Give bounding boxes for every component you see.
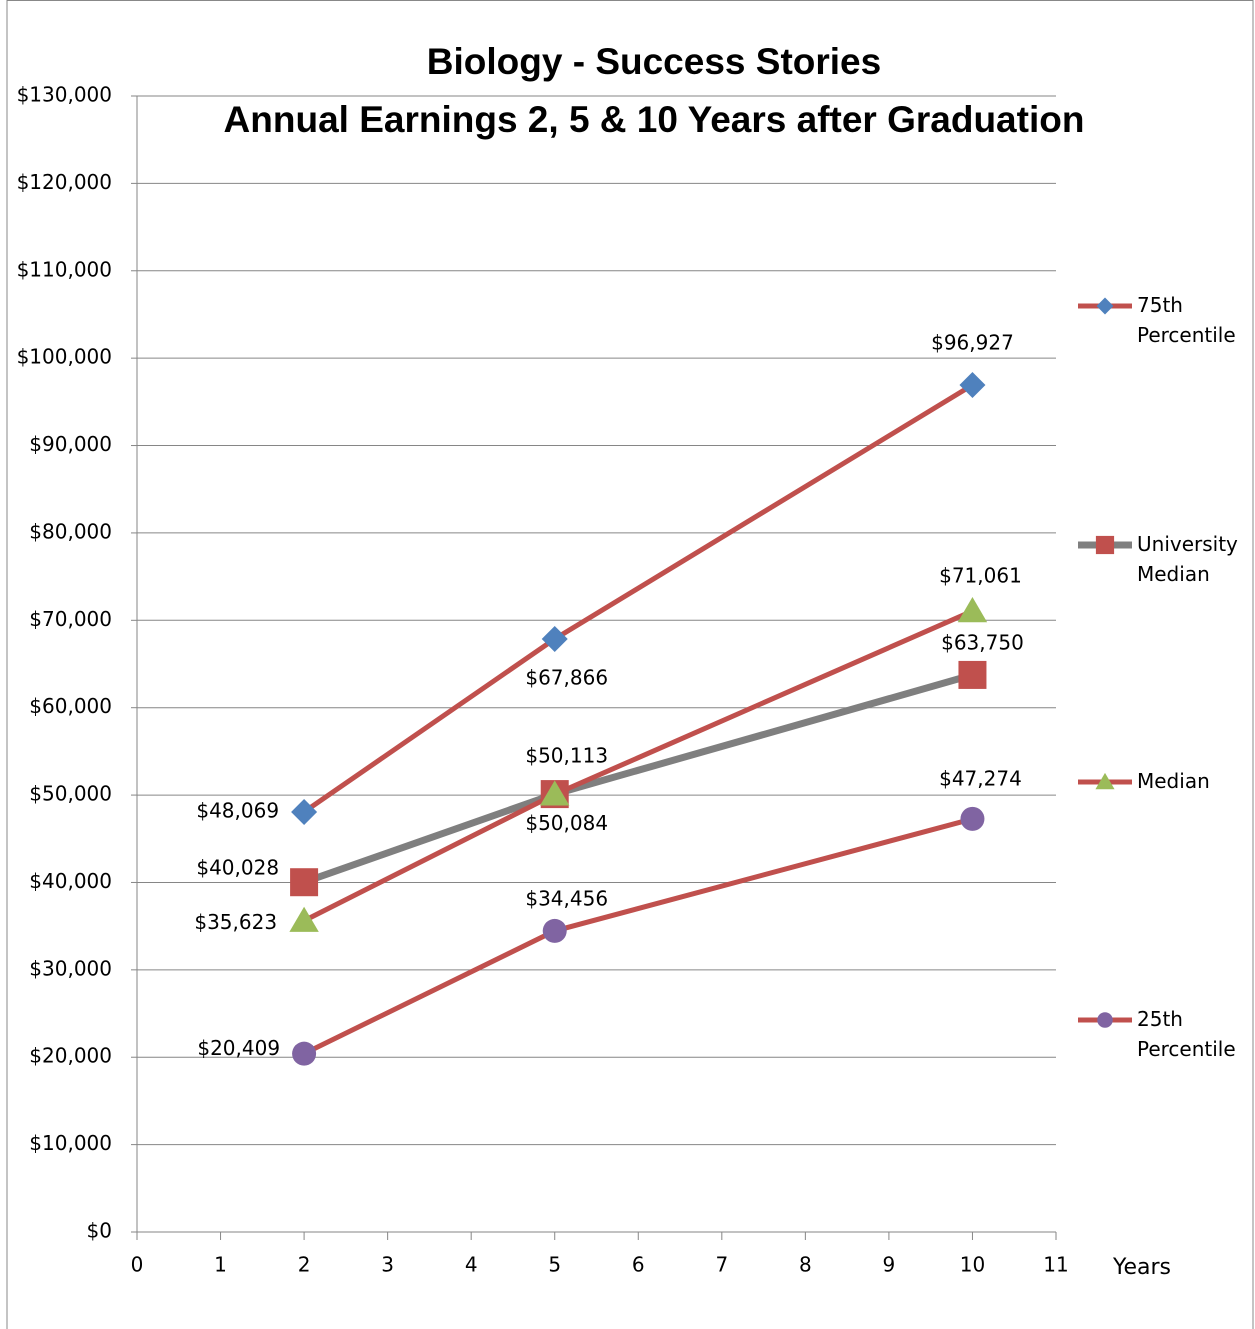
data-label: $48,069 (196, 798, 279, 822)
legend-label: 75th Percentile (1137, 293, 1236, 347)
y-tick-label: $10,000 (29, 1131, 112, 1155)
data-label: $50,113 (525, 744, 608, 768)
data-label: $67,866 (525, 665, 608, 689)
legend-label: 25th Percentile (1137, 1007, 1236, 1061)
x-tick-label: 10 (960, 1253, 985, 1277)
x-tick-label: 7 (715, 1253, 728, 1277)
x-tick-label: 9 (883, 1253, 896, 1277)
y-tick-label: $90,000 (29, 432, 112, 456)
marker (292, 1041, 317, 1066)
x-tick-label: 11 (1043, 1253, 1068, 1277)
legend-label: University Median (1137, 532, 1244, 586)
marker (1097, 1012, 1113, 1028)
legend-label: Median (1137, 769, 1210, 793)
marker (540, 780, 570, 806)
chart-title: Biology - Success Stories (427, 41, 881, 82)
y-tick-label: $50,000 (29, 782, 112, 806)
y-tick-label: $120,000 (17, 170, 112, 194)
marker (959, 372, 986, 399)
y-tick-label: $40,000 (29, 869, 112, 893)
y-tick-label: $30,000 (29, 956, 112, 980)
data-label: $20,409 (197, 1036, 280, 1060)
data-label: $96,927 (931, 331, 1014, 355)
x-tick-label: 4 (465, 1253, 478, 1277)
x-tick-label: 1 (214, 1253, 227, 1277)
x-tick-label: 2 (298, 1253, 311, 1277)
data-label: $71,061 (939, 564, 1022, 588)
marker (1095, 772, 1115, 790)
y-tick-label: $110,000 (17, 257, 112, 281)
x-tick-label: 5 (548, 1253, 561, 1277)
data-label: $47,274 (939, 766, 1022, 790)
marker (1096, 297, 1114, 315)
data-label: $35,623 (194, 910, 277, 934)
chart-border (6, 0, 1254, 1329)
data-label: $40,028 (196, 856, 279, 880)
marker (291, 798, 318, 825)
data-label: $63,750 (941, 630, 1024, 654)
x-tick-label: 8 (799, 1253, 812, 1277)
y-tick-label: $70,000 (29, 607, 112, 631)
marker (960, 806, 985, 831)
x-tick-label: 3 (381, 1253, 394, 1277)
y-tick-label: $130,000 (17, 83, 112, 107)
x-axis-label: Years (1112, 1255, 1171, 1280)
marker (957, 597, 988, 623)
y-tick-label: $100,000 (17, 345, 112, 369)
marker (1095, 535, 1115, 555)
data-label: $50,084 (525, 811, 608, 835)
marker (289, 906, 319, 932)
marker (958, 660, 987, 689)
y-tick-label: $60,000 (29, 694, 112, 718)
y-tick-label: $80,000 (29, 519, 112, 543)
marker (541, 625, 568, 652)
data-label: $34,456 (525, 886, 608, 910)
y-tick-label: $0 (87, 1219, 112, 1243)
marker (542, 918, 567, 943)
x-tick-label: 6 (632, 1253, 645, 1277)
chart-subtitle: Annual Earnings 2, 5 & 10 Years after Gr… (224, 99, 1085, 140)
x-tick-label: 0 (131, 1253, 144, 1277)
marker (290, 868, 319, 897)
y-tick-label: $20,000 (29, 1044, 112, 1068)
